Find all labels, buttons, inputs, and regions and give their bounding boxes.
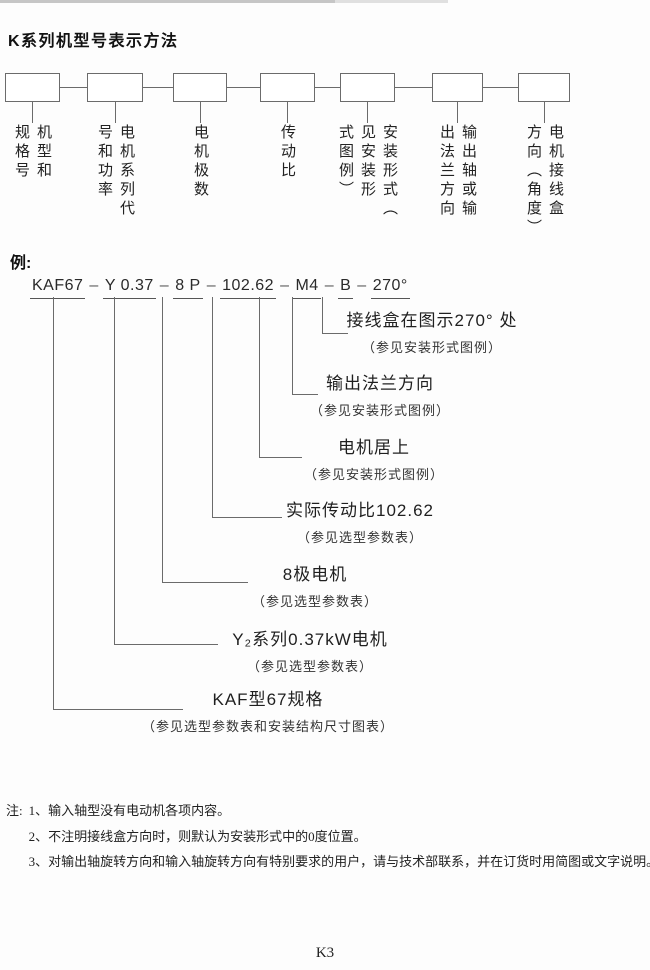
connector-line — [395, 87, 432, 88]
note-item: 2、不注明接线盒方向时，则默认为安装形式中的0度位置。 — [28, 828, 367, 844]
model-segment: B — [338, 277, 354, 299]
segment-separator: – — [357, 277, 367, 294]
model-segment: 270° — [370, 277, 410, 299]
connector-line — [200, 102, 201, 123]
notes-list: 1、输入轴型没有电动机各项内容。 2、不注明接线盒方向时，则默认为安装形式中的0… — [29, 798, 650, 875]
explanation-reference: （参见选型参数表和安装结构尺寸图表） — [141, 719, 395, 734]
explanation-reference: （参见安装形式图例） — [303, 467, 445, 482]
model-code-box — [173, 73, 227, 102]
model-segment: KAF67 — [30, 277, 86, 299]
connector-line — [32, 102, 33, 123]
explanation-text: 8极电机 — [282, 565, 348, 584]
model-code-field-label: 传动比 — [279, 124, 295, 181]
segment-separator: – — [89, 277, 99, 294]
segment-explanation: 电机居上 （参见安装形式图例） — [304, 437, 444, 483]
segment-separator: – — [206, 277, 217, 294]
example-label: 例: — [10, 255, 32, 272]
segment-separator: – — [324, 277, 335, 294]
segment-explanation: 接线盒在图示270° 处 （参见安装形式图例） — [347, 310, 518, 356]
connector-line — [367, 102, 368, 123]
explanation-reference: （参见选型参数表） — [251, 594, 379, 609]
model-code-field-label: 安装形式（ 见安装形 式图例） — [337, 124, 397, 219]
model-code-box — [260, 73, 315, 102]
segment-explanation: Y₂系列0.37kW电机 （参见选型参数表） — [232, 629, 388, 675]
explanation-text: KAF型67规格 — [212, 690, 324, 709]
model-code-field-label: 电机极数 — [192, 124, 208, 200]
explanation-reference: （参见安装形式图例） — [309, 403, 451, 418]
page-title: K系列机型号表示方法 — [8, 33, 179, 50]
model-code-field-label: 电机接线盒 方向（角度） — [525, 124, 563, 238]
connector-line — [115, 102, 116, 123]
model-code-box — [340, 73, 395, 102]
connector-line — [544, 102, 545, 123]
connector-line — [483, 87, 518, 88]
model-code-box — [518, 73, 570, 102]
segment-explanation: 输出法兰方向 （参见安装形式图例） — [310, 373, 450, 419]
connector-line — [114, 297, 218, 645]
explanation-text: 实际传动比102.62 — [286, 501, 434, 520]
explanation-reference: （参见选型参数表） — [246, 659, 374, 674]
segment-separator: – — [159, 277, 170, 294]
connector-line — [60, 87, 87, 88]
explanation-text: Y₂系列0.37kW电机 — [232, 630, 388, 649]
example-model-number: KAF67 – Y 0.37 – 8 P – 102.62 – M4 – B –… — [30, 277, 410, 299]
connector-line — [457, 102, 458, 123]
connector-line — [227, 87, 260, 88]
segment-explanation: 8极电机 （参见选型参数表） — [252, 564, 378, 610]
model-segment: M4 — [293, 277, 321, 299]
model-segment: Y 0.37 — [102, 277, 156, 299]
connector-line — [322, 297, 348, 334]
note-item: 3、对输出轴旋转方向和输入轴旋转方向有特别要求的用户，请与技术部联系，并在订货时… — [28, 854, 650, 869]
connector-line — [53, 297, 183, 710]
segment-explanation: KAF型67规格 （参见选型参数表和安装结构尺寸图表） — [142, 689, 394, 735]
explanation-text: 接线盒在图示270° 处 — [346, 311, 518, 330]
model-segment: 8 P — [173, 277, 203, 299]
notes-label: 注: — [6, 803, 23, 818]
scan-artifact-line — [0, 0, 448, 3]
connector-line — [162, 297, 248, 583]
model-code-box — [87, 73, 143, 102]
model-segment: 102.62 — [220, 277, 277, 299]
page-number: K3 — [315, 945, 335, 961]
model-code-field-label: 电机系列代 号和功率 — [96, 124, 134, 219]
connector-line — [143, 87, 173, 88]
model-code-field-label: 机型和 规格号 — [13, 124, 51, 181]
model-code-field-label: 输出轴或输 出法兰方向 — [438, 124, 476, 219]
connector-line — [212, 297, 282, 518]
explanation-reference: （参见选型参数表） — [296, 530, 423, 545]
connector-line — [315, 87, 340, 88]
connector-line — [259, 297, 302, 458]
model-code-box — [5, 73, 60, 102]
notes-section: 注: 1、输入轴型没有电动机各项内容。 2、不注明接线盒方向时，则默认为安装形式… — [6, 798, 650, 875]
explanation-text: 电机居上 — [337, 438, 410, 457]
note-item: 1、输入轴型没有电动机各项内容。 — [28, 803, 231, 818]
explanation-reference: （参见安装形式图例） — [361, 340, 503, 355]
segment-separator: – — [280, 277, 290, 294]
explanation-text: 输出法兰方向 — [325, 374, 434, 393]
model-code-box — [432, 73, 483, 102]
connector-line — [292, 297, 318, 395]
connector-line — [287, 102, 288, 123]
segment-explanation: 实际传动比102.62 （参见选型参数表） — [286, 500, 434, 546]
